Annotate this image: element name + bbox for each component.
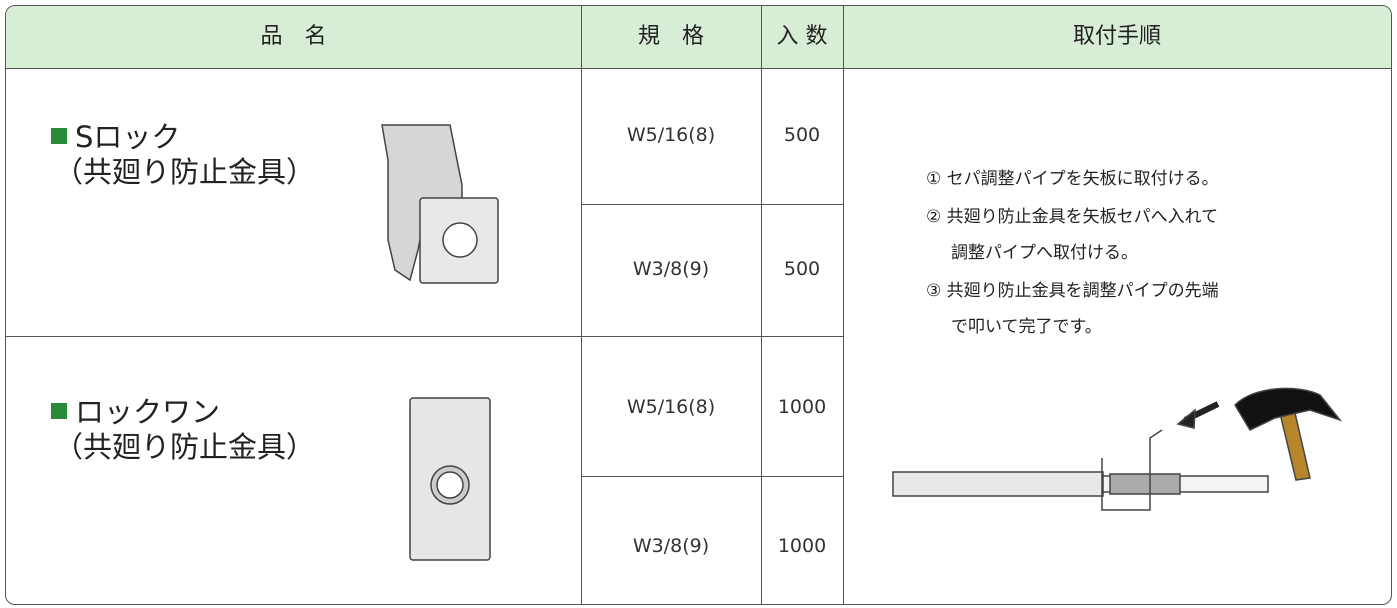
- qty: 1000: [777, 535, 827, 557]
- column-line: [581, 6, 582, 604]
- procedure-illustration: [892, 387, 1343, 511]
- product-subname: （共廻り防止金具）: [54, 155, 316, 189]
- qty: 500: [783, 124, 821, 146]
- table-header: [6, 6, 1391, 69]
- bullet: [51, 128, 67, 144]
- column-line: [843, 6, 844, 604]
- spec: W5/16(8): [626, 396, 716, 418]
- header-cell: 規 格: [637, 24, 704, 49]
- s-lock-image: [381, 124, 499, 284]
- lock-one-image: [409, 397, 491, 561]
- product-name-text: ロックワン: [75, 395, 221, 429]
- header-cell: 品 名: [260, 24, 327, 49]
- header-cell: 取付手順: [1072, 24, 1161, 49]
- spec: W3/8(9): [632, 535, 710, 557]
- product-name-text: Sロック: [75, 120, 181, 154]
- row-line: [581, 476, 843, 477]
- instruction: ③ 共廻り防止金具を調整パイプの先端: [926, 281, 1219, 301]
- row-line: [581, 204, 843, 205]
- product-name: ロックワン: [51, 389, 220, 431]
- instruction: ① セパ調整パイプを矢板に取付ける。: [926, 169, 1219, 189]
- instruction: 調整パイプへ取付ける。: [951, 243, 1138, 263]
- column-line: [761, 6, 762, 604]
- table: 品 名 規 格 入 数 取付手順 Sロック （共廻り防止金具） ロックワン （共…: [5, 5, 1392, 605]
- row-line: [6, 336, 843, 337]
- bullet: [51, 403, 67, 419]
- product-name: Sロック: [51, 114, 180, 156]
- qty: 500: [783, 258, 821, 280]
- spec: W3/8(9): [632, 258, 710, 280]
- instruction: ② 共廻り防止金具を矢板セパへ入れて: [926, 207, 1219, 227]
- qty: 1000: [777, 396, 827, 418]
- header-cell: 入 数: [776, 24, 828, 49]
- product-subname: （共廻り防止金具）: [54, 430, 316, 464]
- spec: W5/16(8): [626, 124, 716, 146]
- instruction: で叩いて完了です。: [951, 317, 1102, 337]
